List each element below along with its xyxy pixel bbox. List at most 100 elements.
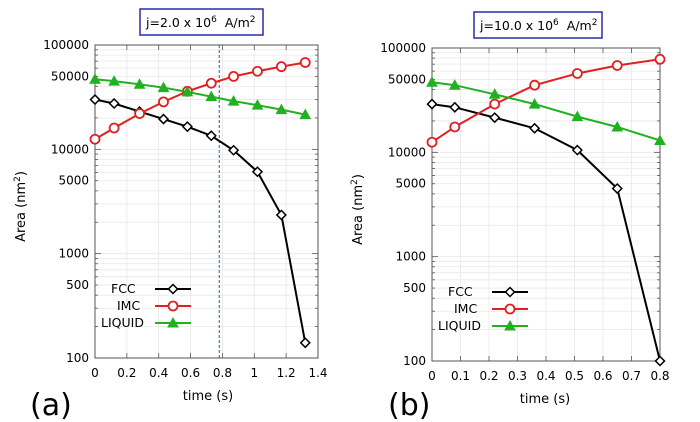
- data-point-imc: [252, 65, 263, 77]
- data-point-fcc: [157, 113, 170, 125]
- x-tick-label: 0.6: [593, 369, 612, 383]
- y-tick-label: 1000: [58, 247, 89, 261]
- title-box: [139, 8, 264, 36]
- data-point-imc: [158, 96, 169, 108]
- series-liquid: [89, 73, 312, 120]
- data-point-imc: [426, 136, 438, 148]
- chart-panel-b: 100 500 1000 5000 10000 50000 100000 0 0.1 0.2 0.3…: [350, 11, 670, 422]
- chart-panel-a: 100 500 1000 5000 10000 50000 100000 0 0.2 0.4 0.6…: [13, 8, 328, 422]
- x-tick-label: 1.4: [308, 366, 327, 380]
- y-tick-label: 10000: [388, 145, 426, 159]
- data-point-fcc: [251, 166, 264, 178]
- data-point-imc: [299, 57, 311, 68]
- data-point-imc: [275, 61, 287, 73]
- y-tick-label: 50000: [388, 72, 426, 86]
- x-tick-label: 0.4: [149, 366, 168, 380]
- data-point-fcc: [299, 337, 311, 349]
- data-point-fcc: [654, 355, 666, 367]
- data-point-liquid: [89, 73, 101, 84]
- panel-label: (a): [30, 388, 72, 422]
- data-point-imc: [654, 53, 666, 65]
- data-point-fcc: [529, 122, 541, 134]
- y-tick-label: 5000: [395, 177, 426, 191]
- legend-marker-liquid: [167, 316, 179, 328]
- data-point-liquid: [299, 108, 312, 120]
- legend: FCC IMC LIQUID: [438, 284, 528, 333]
- data-point-liquid: [528, 98, 541, 109]
- y-tick-label: 50000: [51, 69, 89, 83]
- legend-marker-imc: [504, 303, 516, 315]
- x-tick-label: 0.2: [117, 366, 136, 380]
- data-point-liquid: [488, 88, 501, 99]
- legend-marker-fcc: [504, 286, 516, 298]
- data-point-liquid: [133, 78, 146, 89]
- data-point-imc: [205, 77, 217, 89]
- data-point-fcc: [611, 182, 623, 195]
- series-line-fcc: [94, 98, 307, 343]
- y-tick-label: 100000: [43, 38, 89, 52]
- data-point-fcc: [426, 98, 438, 110]
- legend-label-liquid: LIQUID: [101, 315, 144, 330]
- data-point-liquid: [426, 76, 438, 87]
- data-point-liquid: [205, 90, 218, 102]
- data-point-imc: [108, 122, 120, 134]
- y-tick-label: 100: [66, 351, 89, 365]
- data-point-imc: [449, 121, 461, 133]
- series-line-liquid: [94, 78, 306, 116]
- y-tick-label: 100: [403, 354, 426, 368]
- legend-marker-fcc: [167, 283, 179, 295]
- chart-title: j=2.0 x 106 A/m2: [145, 15, 256, 30]
- legend-marker-imc: [167, 300, 179, 312]
- y-tick-label: 5000: [58, 174, 89, 188]
- data-point-imc: [489, 98, 501, 110]
- x-tick-label: 0.8: [213, 366, 232, 380]
- data-point-fcc: [228, 144, 240, 156]
- data-point-imc: [228, 71, 239, 82]
- data-point-fcc: [205, 130, 217, 142]
- x-tick-label: 0.2: [479, 369, 498, 383]
- series-fcc: [426, 98, 666, 367]
- data-point-liquid: [108, 75, 120, 86]
- data-point-fcc: [275, 209, 287, 221]
- x-tick-label: 0.4: [536, 369, 555, 383]
- chart-title: j=10.0 x 106 A/m2: [479, 18, 597, 33]
- plot-frame: [94, 44, 319, 359]
- data-point-imc: [134, 108, 146, 120]
- x-tick-label: 0.6: [181, 366, 200, 380]
- y-axis-label: Area (nm2): [350, 174, 366, 245]
- x-tick-label: 0: [91, 366, 99, 380]
- y-tick-label: 1000: [395, 250, 426, 264]
- x-axis-label: time (s): [520, 392, 570, 407]
- legend: FCC IMC LIQUID: [101, 281, 191, 330]
- data-point-fcc: [449, 101, 461, 113]
- data-point-fcc: [108, 97, 120, 110]
- data-point-liquid: [448, 79, 461, 90]
- x-axis-label: time (s): [183, 389, 233, 404]
- data-point-liquid: [611, 120, 624, 132]
- legend-label-fcc: FCC: [111, 281, 136, 296]
- y-tick-label: 500: [66, 278, 89, 292]
- y-tick-label: 500: [403, 281, 426, 295]
- data-point-liquid: [181, 85, 194, 97]
- x-tick-label: 0: [428, 369, 436, 383]
- y-tick-label: 100000: [380, 41, 426, 55]
- data-point-liquid: [654, 134, 666, 145]
- y-axis-label: Area (nm2): [13, 171, 29, 242]
- x-tick-label: 0.7: [622, 369, 641, 383]
- legend-label-liquid: LIQUID: [438, 318, 481, 333]
- data-point-liquid: [571, 110, 584, 122]
- data-point-fcc: [571, 144, 583, 156]
- x-tick-label: 1: [250, 366, 258, 380]
- data-point-fcc: [89, 93, 101, 106]
- legend-label-imc: IMC: [454, 301, 477, 316]
- x-tick-label: 1.2: [277, 366, 296, 380]
- data-point-liquid: [227, 95, 240, 106]
- data-point-imc: [89, 133, 101, 145]
- data-point-liquid: [275, 103, 288, 115]
- x-tick-label: 0.1: [451, 369, 470, 383]
- series-imc: [426, 53, 666, 148]
- x-tick-label: 0.8: [650, 369, 669, 383]
- legend-label-fcc: FCC: [448, 284, 473, 299]
- data-point-imc: [529, 79, 540, 91]
